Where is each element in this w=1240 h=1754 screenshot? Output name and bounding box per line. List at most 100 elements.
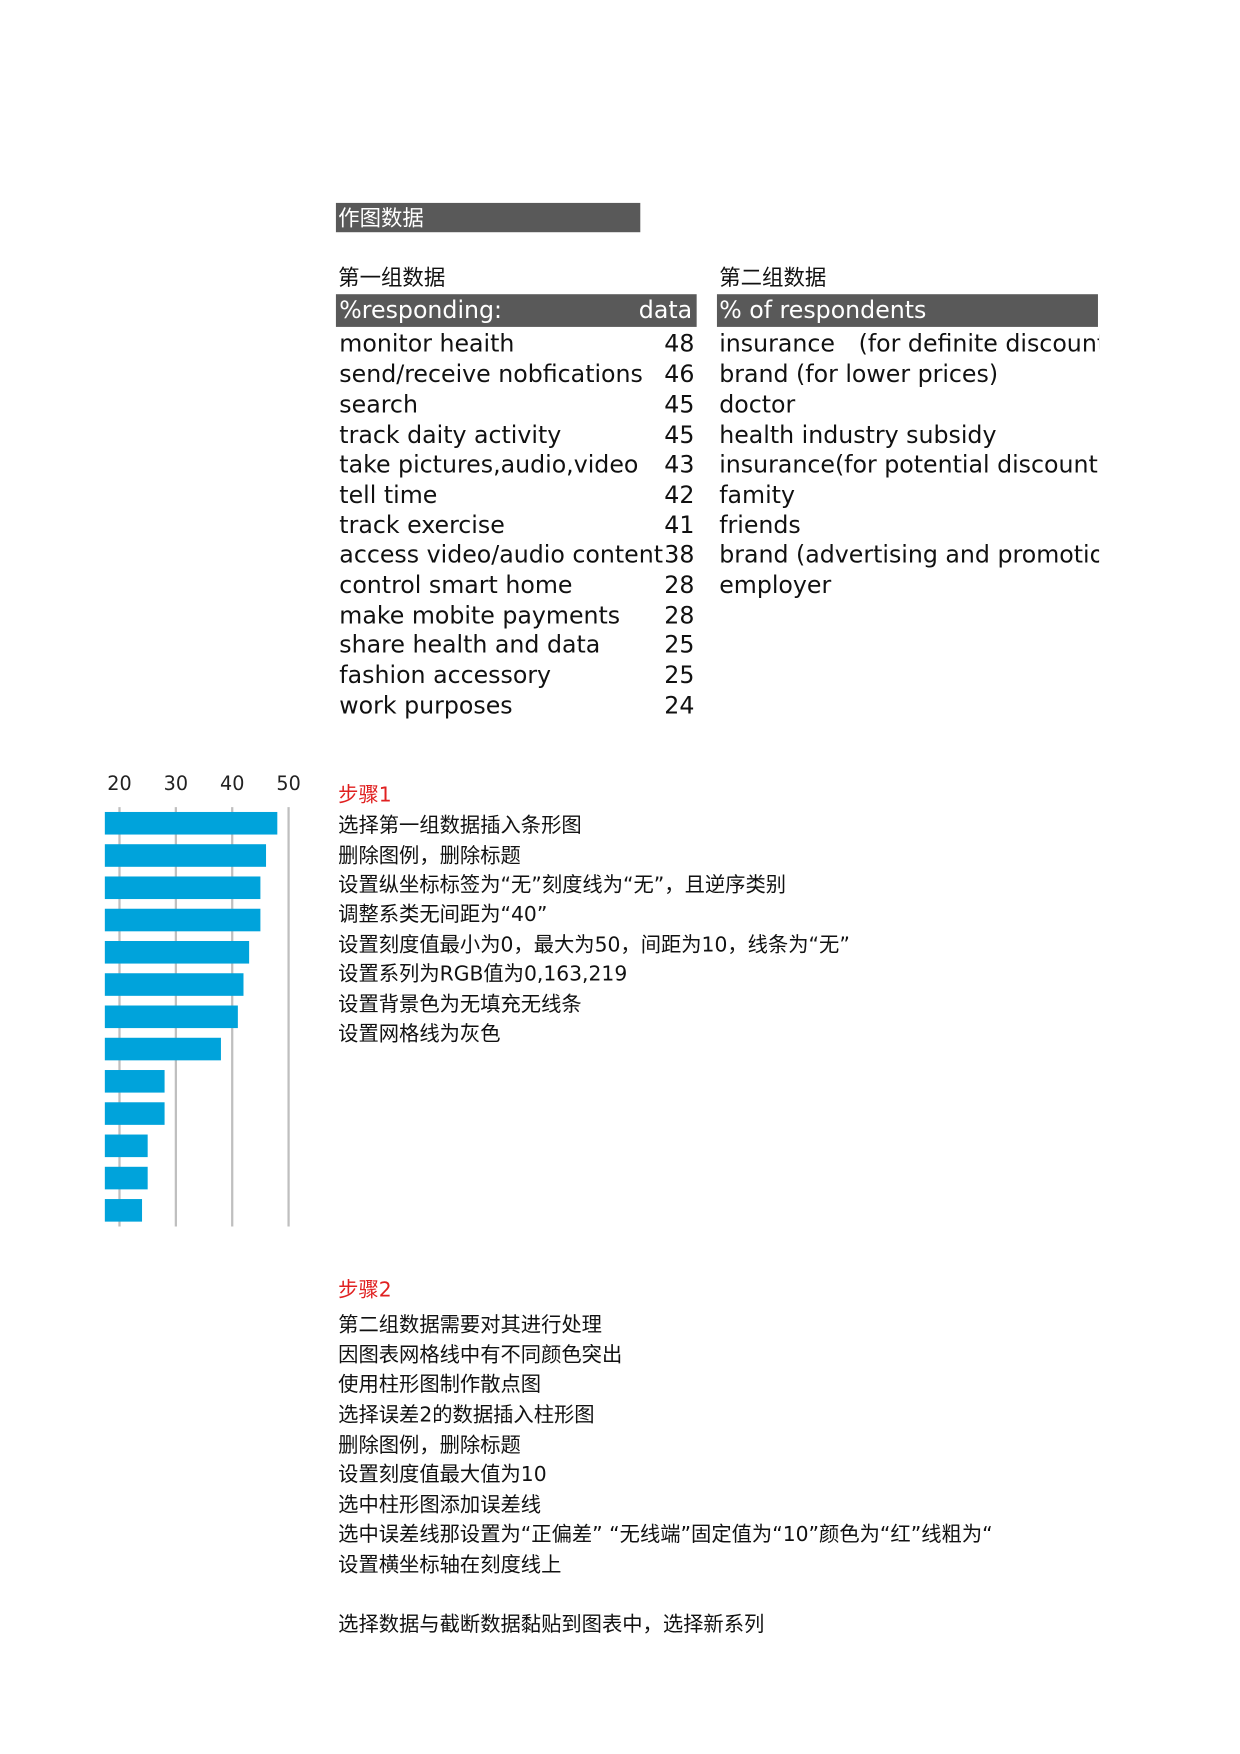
bar (104, 973, 244, 996)
step-line: 设置刻度值最大值为10 (338, 1463, 547, 1488)
bar (104, 1166, 148, 1190)
clip: famity (719, 481, 795, 509)
step-line: 删除图例，删除标题 (338, 1433, 521, 1458)
bar-chart: 20 30 40 50 (104, 772, 301, 1227)
x-tick-label: 20 (107, 772, 131, 795)
section-header-bg (335, 202, 641, 233)
row-label: work purposes (339, 691, 513, 719)
row-value: 43 (664, 451, 695, 479)
row-label: health industry subsidy (719, 421, 997, 449)
row-value: 25 (664, 631, 695, 659)
row-label: search (339, 390, 418, 418)
row-label: insurance(for potential discount) (719, 451, 1100, 479)
table-header-bg (716, 294, 1098, 327)
row-label: brand (advertising and promotion) (719, 541, 1100, 569)
row-label: take pictures,audio,video (339, 451, 639, 479)
row-label: fashion accessory (339, 661, 552, 689)
step-line: 调整系类无间距为“40” (338, 903, 548, 928)
bar (104, 1199, 143, 1222)
bar (104, 811, 278, 835)
clip: insurance(for potential discount) (719, 451, 1100, 479)
row-label: brand (for lower prices) (719, 360, 999, 388)
bar (104, 1102, 165, 1125)
x-tick-label: 30 (164, 772, 188, 795)
row-value: 28 (664, 571, 695, 599)
table-header-bg (335, 294, 697, 327)
bar (104, 844, 267, 867)
row-value: 42 (664, 481, 695, 509)
row-label: track exercise (339, 511, 505, 539)
clip: friends (719, 511, 801, 539)
step-line: 选择误差2的数据插入柱形图 (338, 1403, 595, 1428)
row-label: doctor (719, 390, 796, 418)
row-value: 25 (664, 661, 695, 689)
clip: 选中柱形图添加误差线 (338, 1493, 542, 1518)
column-header: %responding: (339, 296, 503, 324)
clip: health industry subsidy (719, 421, 997, 449)
row-value: 48 (664, 330, 695, 358)
group-title: 第二组数据 (719, 265, 827, 291)
row-label: employer (719, 571, 832, 599)
step-line: 设置背景色为无填充无线条 (338, 992, 582, 1017)
step-line: 使用柱形图制作散点图 (338, 1373, 542, 1398)
row-value: 45 (664, 421, 695, 449)
step-title: 步骤2 (338, 1278, 392, 1303)
clip: 因图表网格线中有不同颜色突出 (338, 1343, 623, 1368)
clip: doctor (719, 390, 796, 418)
clip: 设置刻度值最大值为10 (338, 1463, 547, 1488)
row-value: 28 (664, 601, 695, 629)
clip: 设置横坐标轴在刻度线上 (338, 1553, 562, 1578)
clip: 使用柱形图制作散点图 (338, 1373, 542, 1398)
row-label: monitor heaith (339, 330, 515, 358)
clip: 删除图例，删除标题 (338, 1433, 521, 1458)
row-label: insurance (for definite discount) (719, 330, 1100, 358)
step-line: 设置网格线为灰色 (338, 1022, 501, 1047)
clip: 第二组数据需要对其进行处理 (338, 1313, 602, 1338)
row-label: share health and data (339, 631, 601, 659)
step-line: 设置横坐标轴在刻度线上 (338, 1553, 562, 1578)
step-line: 设置系列为RGB值为0,163,219 (338, 962, 628, 987)
clip: brand (advertising and promotion) (719, 541, 1100, 569)
clip: employer (719, 571, 832, 599)
bar (104, 908, 261, 932)
step-title: 步骤1 (338, 783, 392, 808)
bar (104, 1070, 165, 1093)
row-label: famity (719, 481, 795, 509)
section-title: 作图数据 (338, 205, 424, 231)
row-value: 41 (664, 511, 695, 539)
step-line: 选中柱形图添加误差线 (338, 1493, 542, 1518)
clip: 选择误差2的数据插入柱形图 (338, 1403, 595, 1428)
bar (104, 940, 250, 964)
group-title: 第一组数据 (338, 265, 446, 291)
clip: insurance (for definite discount) (719, 330, 1100, 358)
row-label: make mobite payments (339, 601, 621, 629)
row-value: 46 (664, 360, 695, 388)
step-line: 第二组数据需要对其进行处理 (338, 1313, 602, 1338)
column-header: % of respondents (719, 296, 927, 324)
row-label: friends (719, 511, 801, 539)
row-label: control smart home (339, 571, 573, 599)
row-value: 24 (664, 691, 695, 719)
row-label: track daity activity (339, 421, 562, 449)
row-label: send/receive nobfications (339, 360, 643, 388)
bar (104, 1037, 221, 1061)
step-line: 选择数据与截断数据黏贴到图表中，选择新系列 (338, 1613, 765, 1638)
column-header: data (638, 296, 693, 324)
step-line: 因图表网格线中有不同颜色突出 (338, 1343, 623, 1368)
bar (104, 876, 261, 900)
clip: 选中误差线那设置为“正偏差” “无线端”固定值为“10”颜色为“红”线粗为“ (338, 1523, 993, 1548)
step-line: 选中误差线那设置为“正偏差” “无线端”固定值为“10”颜色为“红”线粗为“ (338, 1523, 993, 1548)
x-tick-label: 40 (220, 772, 244, 795)
step-line: 设置刻度值最小为0，最大为50，间距为10，线条为“无” (338, 933, 850, 957)
row-value: 38 (664, 541, 695, 569)
row-label: access video/audio content (339, 541, 663, 569)
step-line: 设置纵坐标标签为“无”刻度线为“无”，且逆序类别 (338, 873, 787, 898)
row-label: tell time (339, 481, 438, 509)
bar (104, 1134, 148, 1158)
step-line: 选择第一组数据插入条形图 (338, 814, 582, 838)
step-line: 删除图例，删除标题 (338, 843, 521, 868)
bar (104, 1005, 238, 1029)
row-value: 45 (664, 390, 695, 418)
x-tick-label: 50 (276, 772, 300, 795)
